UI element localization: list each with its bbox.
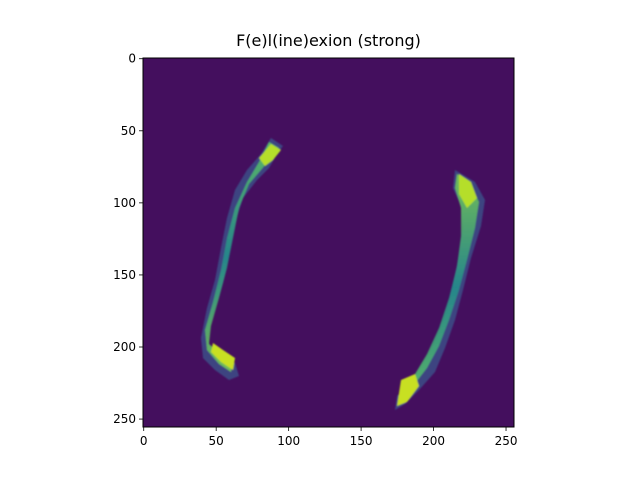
x-tick-label: 100 — [277, 434, 300, 448]
x-tick-label: 150 — [350, 434, 373, 448]
axes-frame — [142, 57, 515, 428]
x-tick-label: 250 — [495, 434, 518, 448]
left-cat-shape — [201, 138, 283, 380]
y-tick-label: 250 — [113, 412, 136, 426]
x-tick-label: 0 — [140, 434, 148, 448]
y-tick-label: 100 — [113, 196, 136, 210]
x-tick-label: 200 — [422, 434, 445, 448]
x-axis: 0 50 100 150 200 250 — [140, 427, 518, 448]
x-tick-label: 50 — [209, 434, 224, 448]
y-axis: 0 50 100 150 200 250 — [113, 52, 143, 426]
y-tick-label: 150 — [113, 268, 136, 282]
y-tick-label: 50 — [121, 124, 136, 138]
right-cat-shape — [395, 170, 485, 410]
y-tick-label: 0 — [128, 52, 136, 66]
y-tick-label: 200 — [113, 340, 136, 354]
image-axes: 0 50 100 150 200 250 0 50 100 150 200 250 — [113, 52, 517, 448]
plot-title: F(e)l(ine)exion (strong) — [236, 31, 421, 50]
image-background — [143, 58, 514, 427]
